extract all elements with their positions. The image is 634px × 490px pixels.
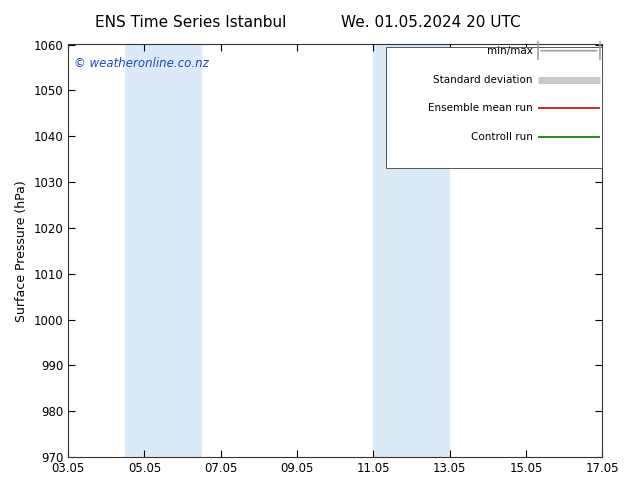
Bar: [126, 45, 202, 457]
Text: ENS Time Series Istanbul: ENS Time Series Istanbul: [94, 15, 286, 30]
Text: We. 01.05.2024 20 UTC: We. 01.05.2024 20 UTC: [341, 15, 521, 30]
Text: Ensemble mean run: Ensemble mean run: [428, 103, 533, 114]
Y-axis label: Surface Pressure (hPa): Surface Pressure (hPa): [15, 180, 28, 322]
Bar: [373, 45, 450, 457]
FancyBboxPatch shape: [386, 47, 602, 168]
Text: min/max: min/max: [487, 46, 533, 56]
Text: © weatheronline.co.nz: © weatheronline.co.nz: [74, 57, 208, 70]
Text: Standard deviation: Standard deviation: [433, 74, 533, 85]
Text: Controll run: Controll run: [471, 132, 533, 142]
